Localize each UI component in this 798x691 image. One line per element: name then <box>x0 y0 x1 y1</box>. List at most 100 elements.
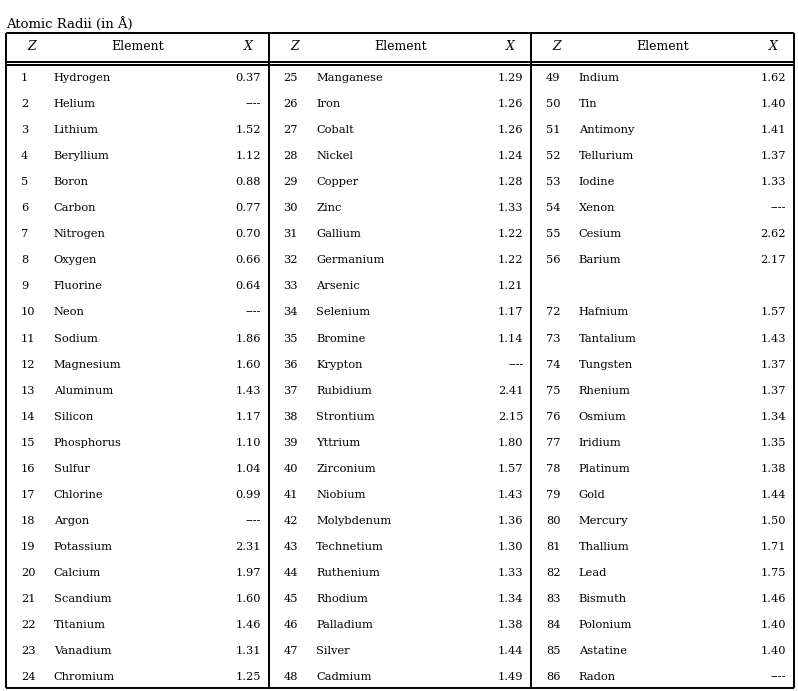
Text: 16: 16 <box>21 464 35 474</box>
Text: Gallium: Gallium <box>316 229 361 239</box>
Text: Xenon: Xenon <box>579 203 615 214</box>
Text: 46: 46 <box>283 620 298 630</box>
Text: 1.22: 1.22 <box>498 229 523 239</box>
Text: 31: 31 <box>283 229 298 239</box>
Text: Phosphorus: Phosphorus <box>53 438 121 448</box>
Text: 76: 76 <box>546 412 560 422</box>
Text: X: X <box>768 40 777 53</box>
Text: 8: 8 <box>21 256 28 265</box>
Text: Rubidium: Rubidium <box>316 386 372 396</box>
Text: 1.30: 1.30 <box>498 542 523 552</box>
Text: 1.29: 1.29 <box>498 73 523 83</box>
Text: 1.97: 1.97 <box>235 568 261 578</box>
Text: 14: 14 <box>21 412 35 422</box>
Text: 1.44: 1.44 <box>498 646 523 656</box>
Text: 1.37: 1.37 <box>760 359 786 370</box>
Text: 1.49: 1.49 <box>498 672 523 682</box>
Text: Tin: Tin <box>579 99 598 109</box>
Text: 1.37: 1.37 <box>760 386 786 396</box>
Text: 37: 37 <box>283 386 298 396</box>
Text: 44: 44 <box>283 568 298 578</box>
Text: 0.77: 0.77 <box>235 203 261 214</box>
Text: 1.21: 1.21 <box>498 281 523 292</box>
Text: Manganese: Manganese <box>316 73 383 83</box>
Text: 81: 81 <box>546 542 560 552</box>
Text: 1.33: 1.33 <box>760 177 786 187</box>
Text: 35: 35 <box>283 334 298 343</box>
Text: Barium: Barium <box>579 256 622 265</box>
Text: 13: 13 <box>21 386 35 396</box>
Text: Silver: Silver <box>316 646 350 656</box>
Text: Niobium: Niobium <box>316 490 365 500</box>
Text: Aluminum: Aluminum <box>53 386 113 396</box>
Text: Tellurium: Tellurium <box>579 151 634 161</box>
Text: Mercury: Mercury <box>579 516 628 526</box>
Text: 25: 25 <box>283 73 298 83</box>
Text: 1.22: 1.22 <box>498 256 523 265</box>
Text: 18: 18 <box>21 516 35 526</box>
Text: 29: 29 <box>283 177 298 187</box>
Text: Z: Z <box>290 40 298 53</box>
Text: Cobalt: Cobalt <box>316 125 354 135</box>
Text: Iridium: Iridium <box>579 438 622 448</box>
Text: Yttrium: Yttrium <box>316 438 361 448</box>
Text: 1.44: 1.44 <box>760 490 786 500</box>
Text: Zirconium: Zirconium <box>316 464 376 474</box>
Text: 30: 30 <box>283 203 298 214</box>
Text: 43: 43 <box>283 542 298 552</box>
Text: 75: 75 <box>546 386 560 396</box>
Text: 1.31: 1.31 <box>235 646 261 656</box>
Text: Boron: Boron <box>53 177 89 187</box>
Text: 19: 19 <box>21 542 35 552</box>
Text: 1.60: 1.60 <box>235 594 261 604</box>
Text: 1.12: 1.12 <box>235 151 261 161</box>
Text: 1.40: 1.40 <box>760 646 786 656</box>
Text: Gold: Gold <box>579 490 606 500</box>
Text: 73: 73 <box>546 334 560 343</box>
Text: Chromium: Chromium <box>53 672 115 682</box>
Text: 24: 24 <box>21 672 35 682</box>
Text: Nickel: Nickel <box>316 151 353 161</box>
Text: 2.31: 2.31 <box>235 542 261 552</box>
Text: Element: Element <box>112 40 164 53</box>
Text: 83: 83 <box>546 594 560 604</box>
Text: Tungsten: Tungsten <box>579 359 633 370</box>
Text: ----: ---- <box>771 203 786 214</box>
Text: Calcium: Calcium <box>53 568 101 578</box>
Text: 49: 49 <box>546 73 560 83</box>
Text: 32: 32 <box>283 256 298 265</box>
Text: 1.86: 1.86 <box>235 334 261 343</box>
Text: Indium: Indium <box>579 73 620 83</box>
Text: Thallium: Thallium <box>579 542 630 552</box>
Text: Vanadium: Vanadium <box>53 646 111 656</box>
Text: 0.66: 0.66 <box>235 256 261 265</box>
Text: 11: 11 <box>21 334 35 343</box>
Text: Rhenium: Rhenium <box>579 386 630 396</box>
Text: 82: 82 <box>546 568 560 578</box>
Text: 12: 12 <box>21 359 35 370</box>
Text: 1.71: 1.71 <box>760 542 786 552</box>
Text: Radon: Radon <box>579 672 616 682</box>
Text: 1.17: 1.17 <box>498 307 523 317</box>
Text: 1.35: 1.35 <box>760 438 786 448</box>
Text: Copper: Copper <box>316 177 358 187</box>
Text: Bromine: Bromine <box>316 334 365 343</box>
Text: 1.04: 1.04 <box>235 464 261 474</box>
Text: Nitrogen: Nitrogen <box>53 229 105 239</box>
Text: 38: 38 <box>283 412 298 422</box>
Text: Germanium: Germanium <box>316 256 385 265</box>
Text: Titanium: Titanium <box>53 620 105 630</box>
Text: Antimony: Antimony <box>579 125 634 135</box>
Text: Lithium: Lithium <box>53 125 99 135</box>
Text: 1.50: 1.50 <box>760 516 786 526</box>
Text: 1.75: 1.75 <box>760 568 786 578</box>
Text: X: X <box>243 40 252 53</box>
Text: 1.40: 1.40 <box>760 620 786 630</box>
Text: Z: Z <box>27 40 36 53</box>
Text: 1.33: 1.33 <box>498 203 523 214</box>
Text: 1.46: 1.46 <box>760 594 786 604</box>
Text: 78: 78 <box>546 464 560 474</box>
Text: 28: 28 <box>283 151 298 161</box>
Text: Cadmium: Cadmium <box>316 672 372 682</box>
Text: 1.36: 1.36 <box>498 516 523 526</box>
